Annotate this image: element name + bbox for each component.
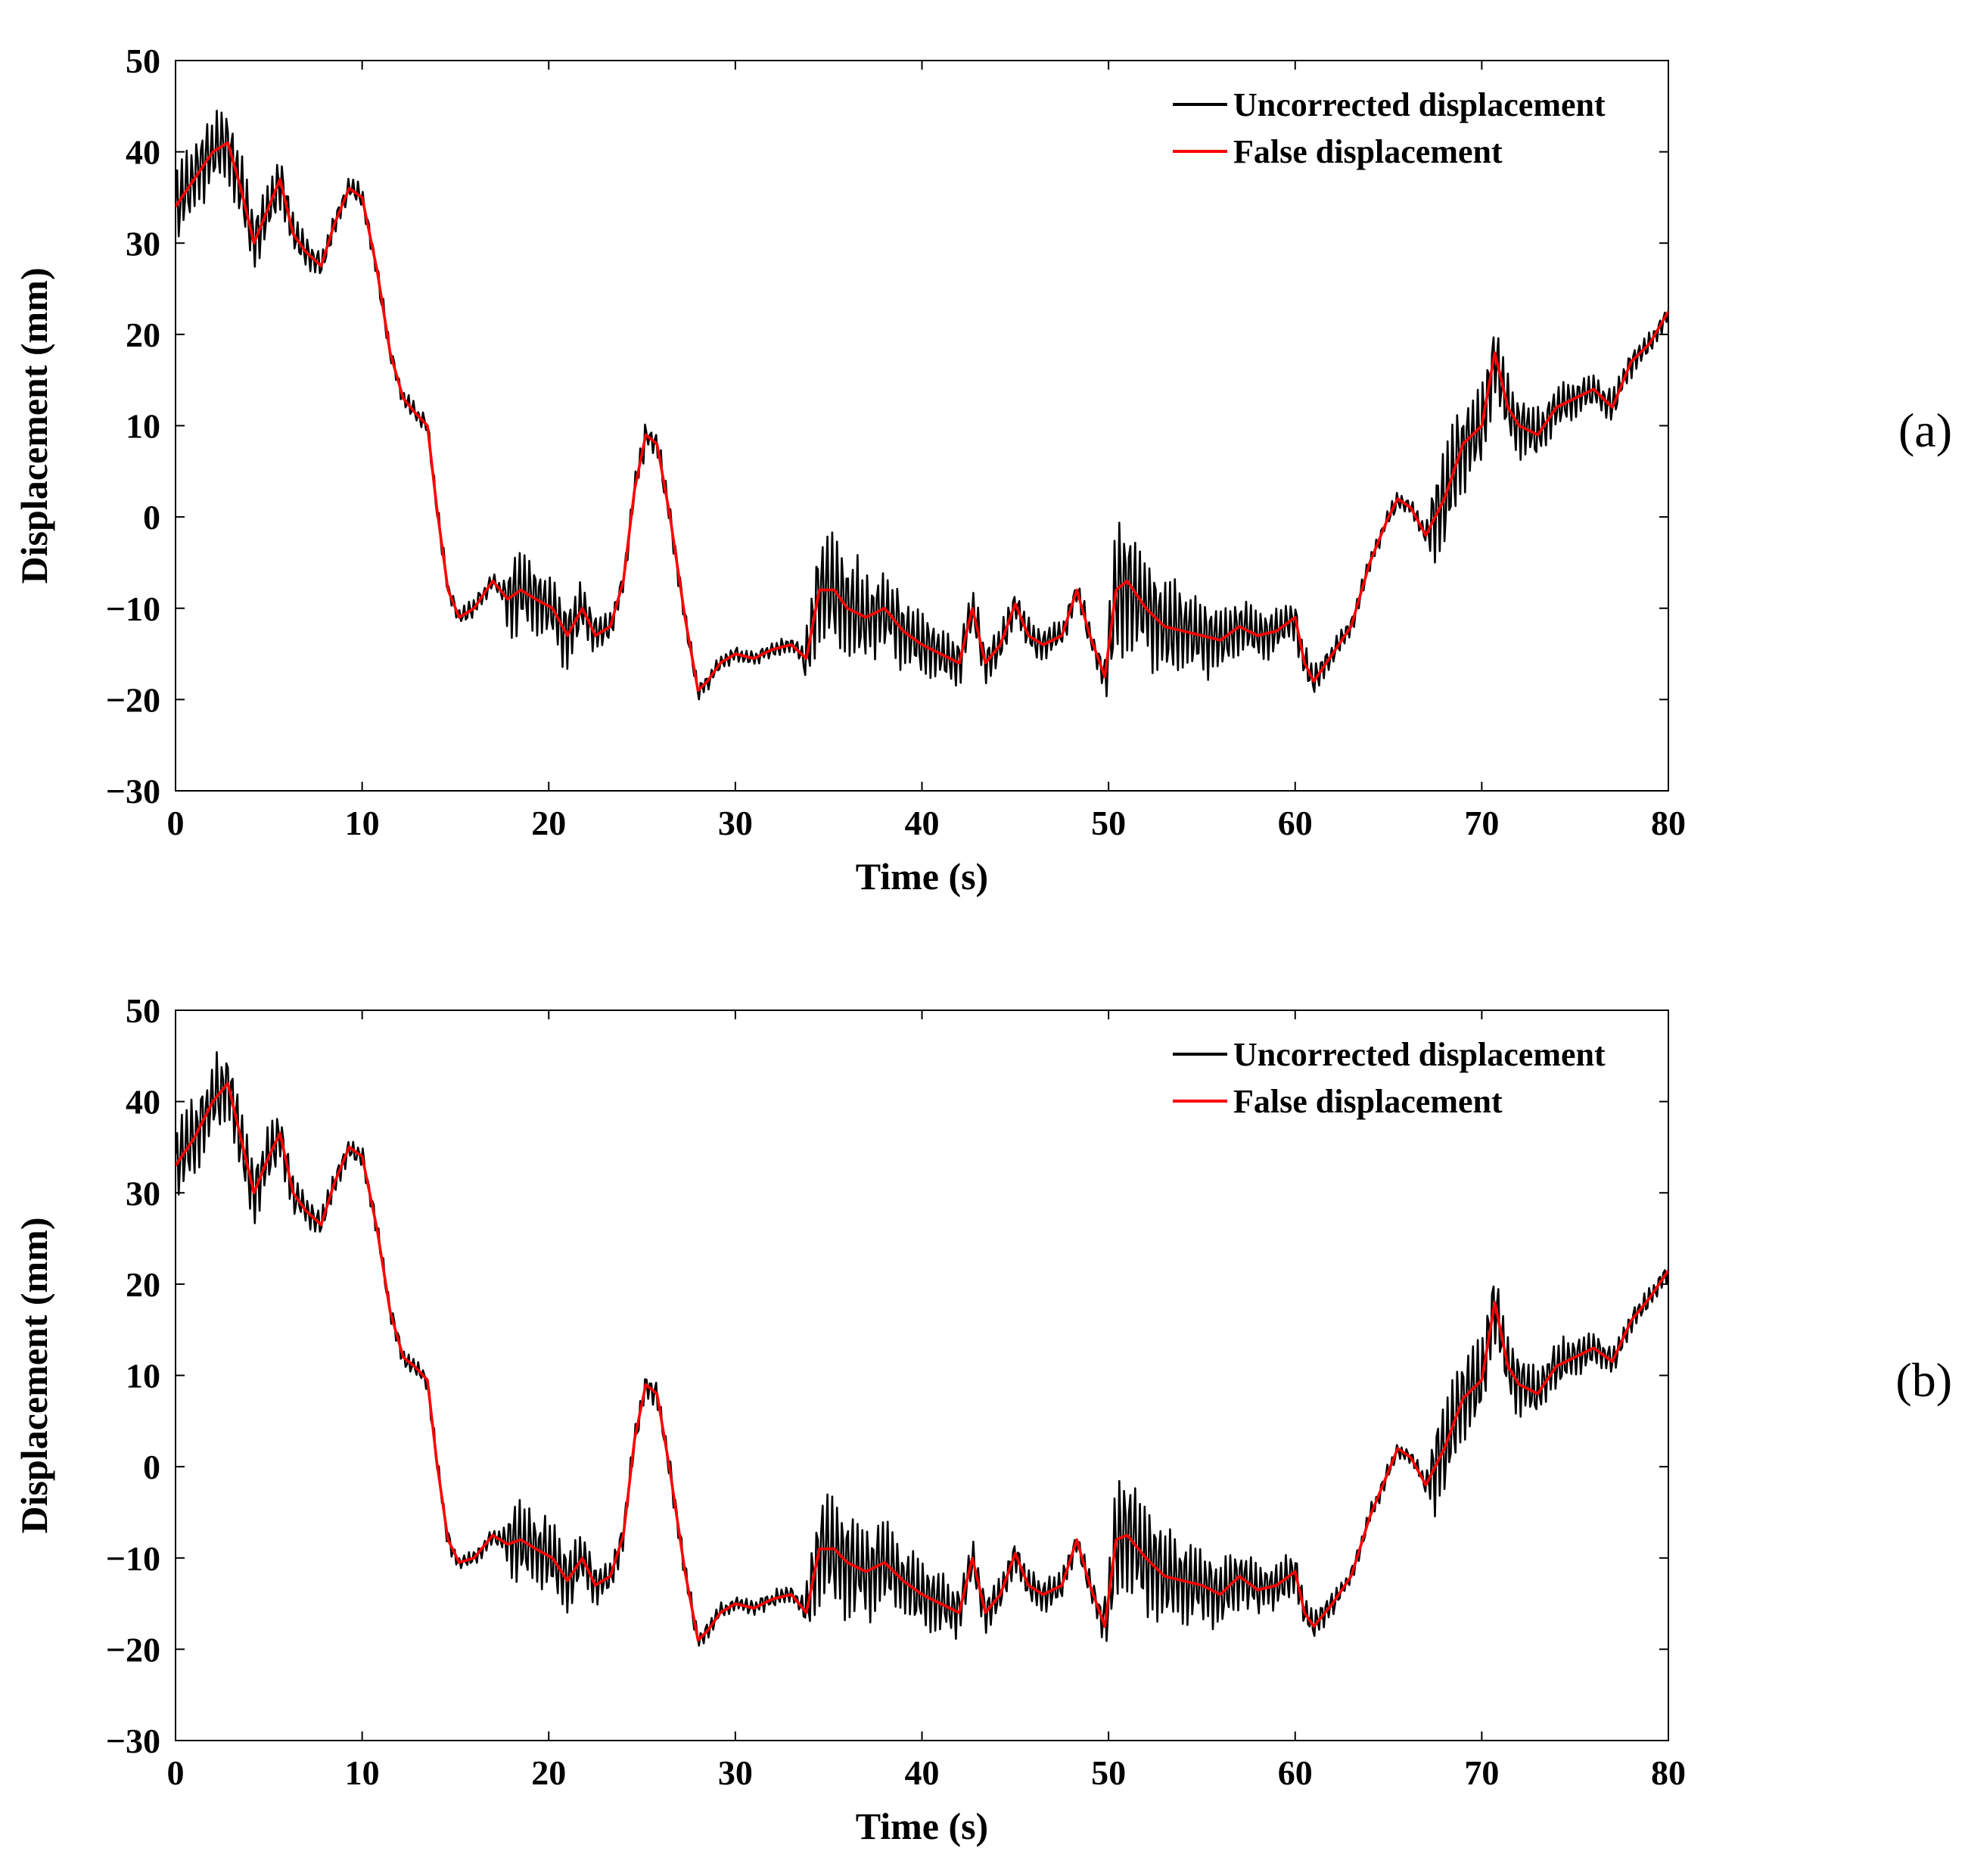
legend-label-false: False displacement (1233, 1083, 1503, 1120)
y-tick-label: −30 (106, 772, 160, 810)
x-tick-label: 40 (905, 804, 940, 842)
y-tick-label: 10 (126, 407, 160, 446)
y-tick-label: 10 (126, 1357, 160, 1395)
y-axis-label: Displacement (mm) (13, 268, 55, 584)
legend-label-false: False displacement (1233, 133, 1503, 170)
y-tick-label: 40 (126, 1083, 160, 1122)
x-tick-label: 60 (1278, 804, 1313, 842)
y-tick-label: 30 (126, 224, 160, 263)
legend-label-uncorrected: Uncorrected displacement (1233, 1036, 1606, 1073)
x-tick-label: 10 (345, 804, 380, 842)
x-tick-label: 80 (1651, 804, 1686, 842)
y-tick-label: 30 (126, 1174, 160, 1212)
y-tick-label: −20 (106, 1630, 160, 1669)
x-tick-label: 30 (718, 804, 753, 842)
x-tick-label: 10 (345, 1753, 380, 1792)
x-tick-label: 70 (1464, 1753, 1499, 1792)
y-tick-label: −10 (106, 1539, 160, 1578)
y-tick-label: −30 (106, 1722, 160, 1760)
x-tick-label: 30 (718, 1753, 753, 1792)
y-tick-label: 50 (126, 991, 160, 1030)
y-tick-label: −10 (106, 590, 160, 628)
y-tick-label: 40 (126, 133, 160, 172)
x-tick-label: 80 (1651, 1753, 1686, 1792)
x-tick-label: 50 (1091, 1753, 1126, 1792)
x-tick-label: 70 (1464, 804, 1499, 842)
x-tick-label: 0 (167, 1753, 185, 1792)
y-tick-label: −20 (106, 680, 160, 719)
y-axis-label: Displacement (mm) (13, 1218, 55, 1534)
panel-label: (b) (1895, 1353, 1952, 1407)
y-tick-label: 50 (126, 42, 160, 80)
panel-label: (a) (1898, 403, 1952, 457)
x-tick-label: 60 (1278, 1753, 1313, 1792)
x-axis-label: Time (s) (856, 855, 988, 898)
chart-panel-a: 0 10 20 30 40 50 60 70 80 50 40 30 20 10 0 −10 −20 −30 Tim… (13, 42, 1952, 898)
x-axis-label: Time (s) (856, 1805, 988, 1847)
x-tick-label: 20 (531, 804, 566, 842)
legend-label-uncorrected: Uncorrected displacement (1233, 86, 1606, 123)
x-tick-label: 40 (905, 1753, 940, 1792)
series-false-displacement (176, 1081, 1668, 1642)
y-tick-label: 20 (126, 316, 160, 354)
y-tick-label: 0 (143, 498, 160, 537)
x-tick-label: 50 (1091, 804, 1126, 842)
chart-panel-b: 0 10 20 30 40 50 60 70 80 50 40 30 20 10 0 −10 −20 −30 Tim… (13, 991, 1952, 1847)
x-tick-label: 0 (167, 804, 185, 842)
series-uncorrected-displacement (176, 110, 1668, 701)
x-tick-label: 20 (531, 1753, 566, 1792)
series-false-displacement (176, 141, 1668, 692)
y-tick-label: 20 (126, 1265, 160, 1304)
y-tick-label: 0 (143, 1448, 160, 1486)
